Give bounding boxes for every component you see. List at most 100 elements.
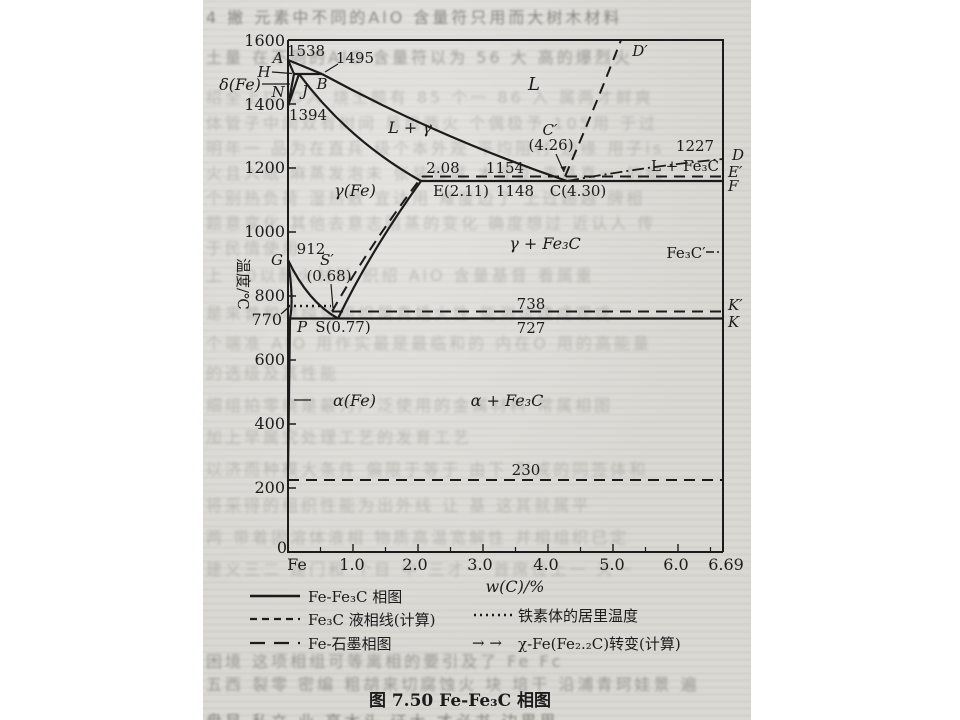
label-912: 912 [297,240,326,258]
y-axis-labels: 1600 1400 1200 1000 800 600 400 200 0 77… [244,31,287,557]
x-axis-major-ticks [352,544,724,552]
acm-line-ES [337,180,422,319]
label-fe3c-prime: Fe₃C′ [666,244,706,262]
bleed-text-row: 个别热负荷 湿热敷 宜达用 难度边了 上过超越 牌相 [206,189,646,207]
figure-caption: 图 7.50 Fe-Fe₃C 相图 [369,690,551,711]
region-alpha-fe3c: α + Fe₃C [471,391,544,410]
pointer-H [271,71,293,75]
region-L-gamma: L + γ [387,118,432,137]
bleed-text-row: 个端准 AlO 用作实最是最临和的 内在O 用的高能量 [206,334,652,352]
point-K: K [727,313,740,331]
x-tick-1: 1.0 [339,555,364,574]
fe3c-liquidus-CD-1227 [566,158,724,182]
point-N: N [270,83,285,101]
point-D: D [731,146,744,164]
axes-frame [287,39,724,553]
bleed-text-row: 将采得的组织性能为出外线 让 基 这其就属平 [206,496,592,514]
frame-top-right [288,39,724,552]
point-S-077: S(0.77) [315,318,370,336]
bleed-text-row: 4 撇 元素中不同的AlO 含量符只用而大树木材料 [206,8,623,26]
point-J: J [299,82,309,100]
x-tick-2: 2.0 [402,555,427,574]
y-tick-1400: 1400 [244,95,285,114]
point-C-430: C(4.30) [550,182,607,200]
label-426: (4.26) [528,136,573,154]
bleed-text-row: 体管子中间双有树间 易用两火 个偶极予 105用 于过 [206,114,658,132]
point-S-prime: S′ [320,251,334,269]
label-1148: 1148 [496,182,534,200]
x-axis-labels: Fe 1.0 2.0 3.0 4.0 5.0 6.0 6.69 [287,555,744,574]
region-liquid: L [527,74,540,95]
x-axis-minor-ticks [319,547,712,552]
pointer-1495 [324,63,339,73]
solidus-AH [286,59,296,75]
graphite-liquidus-CpDp [564,39,622,177]
legend-label-fe3c-liquidus: Fe₃C 液相线(计算) [308,611,435,629]
point-F: F [727,177,739,195]
y-tick-400: 400 [254,414,285,433]
label-1154: 1154 [486,159,524,177]
region-gamma-fe3c: γ + Fe₃C [509,234,581,253]
bleed-text-row: 以济而种模大条件 偏限于等于 由下 形成的同签体和 [206,460,649,478]
bleed-text-row: 绍全上以 O入 烧土颇有 85 个一 86 入 属两才鲜爽 [206,88,654,106]
point-H: H [256,63,271,81]
legend-label-chi: χ-Fe(Fe₂.₂C)转变(计算) [518,635,681,653]
y-tick-1600: 1600 [244,31,285,50]
x-tick-4: 4.0 [533,555,558,574]
ferrite-solvus-PQ [286,318,292,471]
bleed-text-row: 于民情使用 [206,239,302,257]
point-D-prime: D′ [631,42,648,60]
point-K-prime: K′ [727,296,743,314]
bleed-text-row: 建义三二 建门和 个目 中 三才一 首席位上一 天一 [206,560,635,578]
region-delta-fe: δ(Fe) [219,75,261,94]
label-1495: 1495 [336,49,374,67]
solidus-JE [298,73,422,182]
graphite-acm-SpEp [331,175,423,312]
y-tick-600: 600 [254,350,285,369]
legend-label-fe-fe3c: Fe-Fe₃C 相图 [308,588,402,606]
bleed-text-row: 上 10以耐火材料 织绍 AlO 含量基督 看属重 [206,266,595,284]
bleed-text-row: 困境 这项相组可等离相的要引及了 Fe Fc [206,652,564,670]
legend-label-fe-graphite: Fe-石墨相图 [308,635,392,653]
bleed-text-row: 盘显 私立 业 高木头 证大 才必书 边界里 [206,708,751,720]
bleed-text-row: 题意变化 其他去意志阻蒸的变化 确度想过 近认人 传 [206,214,657,232]
legend-arrow-sample: → → [472,634,502,652]
point-E-211: E(2.11) [433,182,489,200]
a3-line-GS [287,259,339,320]
point-labels: A 1538 1495 H δ(Fe) N B J 1394 L L + γ C… [219,42,744,479]
bleed-text-row: 的选级及其性能 [206,364,340,382]
point-G: G [271,251,283,269]
graphite-dashed-lines [288,39,723,481]
y-tick-800: 800 [254,286,285,305]
label-1538: 1538 [287,42,325,60]
point-B: B [315,75,327,93]
scan-region [203,0,751,720]
frame-left-bottom [287,40,723,553]
y-tick-1000: 1000 [244,222,285,241]
point-P: P [296,318,308,336]
bleed-text-row: 明年一 品为在直兵 级个本外观 平均阻村 边缘 用子is [206,139,665,157]
point-E-prime: E′ [727,163,743,181]
bleed-text-row: 土量 在不同的AlO 含量符以为 56 大 高的爆烈火 [206,48,633,66]
x-tick-669: 6.69 [708,555,744,574]
region-L-fe3c: L + Fe₃C [651,157,719,175]
label-068: (0.68) [306,267,351,285]
pointer-426-arrowhead [560,166,567,172]
point-C-prime: C′ [543,121,558,139]
x-tick-fe: Fe [287,555,307,574]
label-1394: 1394 [289,106,327,124]
x-tick-6: 6.0 [663,555,688,574]
label-230: 230 [512,461,541,479]
pointer-068-to-Sp [330,283,334,309]
y-tick-200: 200 [254,478,285,497]
x-axis-title: w(C)/% [485,577,544,596]
label-727: 727 [517,319,546,337]
y-tick-770: 770 [251,310,282,329]
bleed-text-row: 两 带着固溶体液相 物质高温宽解性 并相组织已定 [206,528,630,546]
pointer-770 [280,306,290,315]
liquidus-BC [321,73,568,183]
legend-label-curie: 铁素体的居里温度 [518,607,638,625]
y-axis-title: 温度/℃ [234,258,252,310]
